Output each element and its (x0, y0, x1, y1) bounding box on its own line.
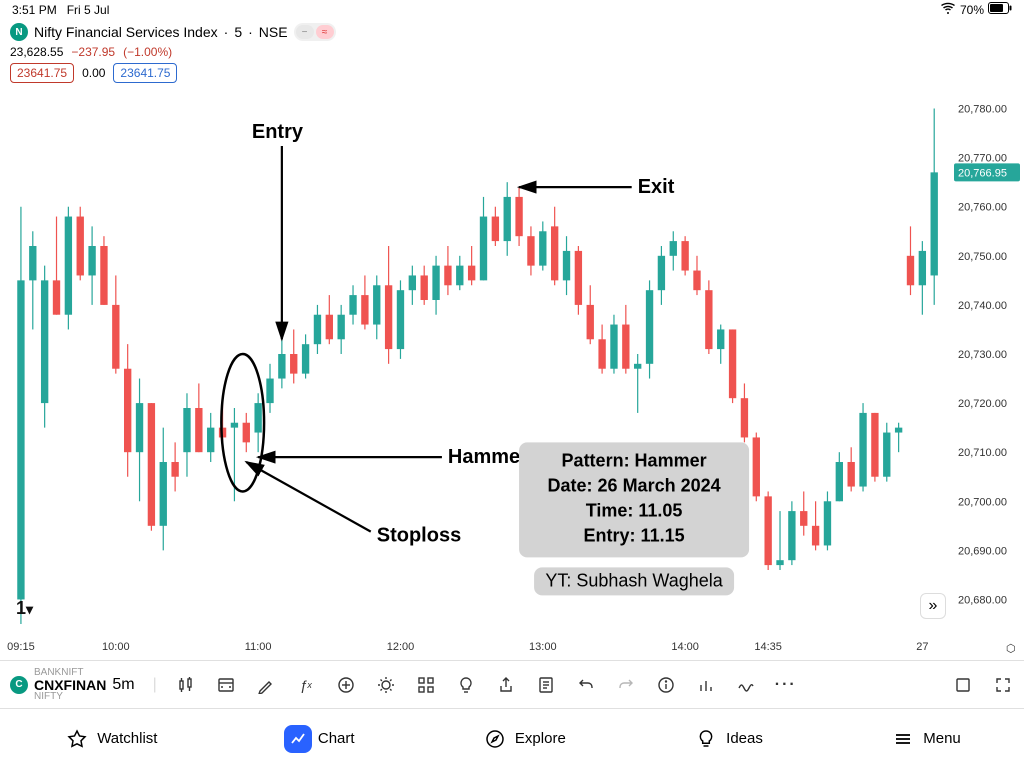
svg-text:1▾: 1▾ (16, 598, 34, 618)
status-date: Fri 5 Jul (67, 3, 110, 17)
svg-text:Hammer: Hammer (448, 446, 528, 468)
active-symbol[interactable]: CNXFINAN (34, 678, 106, 692)
svg-text:20,720.00: 20,720.00 (958, 398, 1007, 410)
template-icon[interactable] (535, 674, 557, 696)
svg-text:20,700.00: 20,700.00 (958, 496, 1007, 508)
interval-label[interactable]: 5 (234, 24, 242, 40)
faded-symbol-2: NIFTY (34, 692, 106, 702)
bulb-icon[interactable] (455, 674, 477, 696)
share-icon[interactable] (495, 674, 517, 696)
svg-text:Time: 11.05: Time: 11.05 (586, 500, 683, 520)
price-change: −237.95 (71, 45, 115, 59)
price-legend: 23,628.55 −237.95 (−1.00%) (0, 45, 1024, 63)
square-icon[interactable] (952, 674, 974, 696)
chart-icon (284, 725, 312, 753)
status-bar: 3:51 PM Fri 5 Jul 70% (0, 0, 1024, 19)
svg-text:20,690.00: 20,690.00 (958, 545, 1007, 557)
svg-text:Entry: Entry (252, 121, 304, 143)
star-icon (63, 725, 91, 753)
symbol-name[interactable]: Nifty Financial Services Index (34, 24, 218, 40)
more-icon[interactable]: ··· (775, 674, 797, 696)
svg-text:20,770.00: 20,770.00 (958, 153, 1007, 165)
svg-text:⬡: ⬡ (1006, 643, 1016, 655)
nav-chart[interactable]: Chart (284, 725, 355, 753)
chart-header: N Nifty Financial Services Index · 5 · N… (0, 19, 1024, 45)
svg-text:Date: 26 March 2024: Date: 26 March 2024 (548, 475, 721, 495)
compass-icon (481, 725, 509, 753)
status-time: 3:51 PM (12, 3, 57, 17)
faded-symbol-1: BANKNIFT (34, 668, 106, 678)
bulb-nav-icon (692, 725, 720, 753)
svg-text:10:00: 10:00 (102, 641, 130, 653)
svg-text:20,766.95: 20,766.95 (958, 167, 1007, 179)
svg-text:Exit: Exit (638, 176, 675, 198)
bars-icon[interactable] (695, 674, 717, 696)
fx-icon[interactable]: ƒx (295, 674, 317, 696)
waves-icon[interactable] (735, 674, 757, 696)
chevron-right-icon: » (929, 597, 938, 615)
nav-ideas[interactable]: Ideas (692, 725, 763, 753)
add-icon[interactable] (335, 674, 357, 696)
candles-icon[interactable] (175, 674, 197, 696)
svg-text:11:00: 11:00 (245, 641, 272, 653)
layout-icon[interactable] (415, 674, 437, 696)
scroll-right-button[interactable]: » (920, 593, 946, 619)
wifi-icon (940, 2, 956, 17)
candlestick-chart[interactable]: 20,680.00 20,690.00 20,700.00 20,710.00 20,7… (0, 78, 1024, 660)
header-toggle[interactable]: − ≈ (294, 23, 336, 41)
undo-icon[interactable] (575, 674, 597, 696)
svg-text:20,780.00: 20,780.00 (958, 104, 1007, 116)
svg-text:14:35: 14:35 (754, 641, 782, 653)
svg-text:Pattern: Hammer: Pattern: Hammer (562, 450, 707, 470)
price-pct: (−1.00%) (123, 45, 172, 59)
fullscreen-icon[interactable] (992, 674, 1014, 696)
sparkle-icon[interactable] (375, 674, 397, 696)
nav-menu[interactable]: Menu (889, 725, 961, 753)
svg-text:14:00: 14:00 (671, 641, 699, 653)
symbol-logo-icon: N (10, 23, 28, 41)
draw-icon[interactable] (255, 674, 277, 696)
interval-selector[interactable]: 5m (112, 676, 134, 694)
svg-text:20,760.00: 20,760.00 (958, 202, 1007, 214)
last-price: 23,628.55 (10, 45, 63, 59)
svg-text:20,750.00: 20,750.00 (958, 251, 1007, 263)
svg-text:20,680.00: 20,680.00 (958, 594, 1007, 606)
info-icon[interactable] (655, 674, 677, 696)
menu-icon (889, 725, 917, 753)
chart-toolbar: C BANKNIFT CNXFINAN NIFTY 5m | ƒx ··· (0, 660, 1024, 708)
svg-text:09:15: 09:15 (7, 641, 35, 653)
svg-text:Stoploss: Stoploss (377, 525, 461, 547)
battery-icon (988, 2, 1012, 17)
date-range-icon[interactable] (215, 674, 237, 696)
svg-text:27: 27 (916, 641, 928, 653)
svg-text:20,740.00: 20,740.00 (958, 300, 1007, 312)
svg-text:YT: Subhash Waghela: YT: Subhash Waghela (545, 570, 723, 590)
nav-watchlist[interactable]: Watchlist (63, 725, 157, 753)
symbol-logo-icon: C (10, 676, 28, 694)
svg-text:20,710.00: 20,710.00 (958, 447, 1007, 459)
exchange-label: NSE (259, 24, 288, 40)
svg-text:20,730.00: 20,730.00 (958, 349, 1007, 361)
svg-text:13:00: 13:00 (529, 641, 557, 653)
svg-text:12:00: 12:00 (387, 641, 415, 653)
battery-pct: 70% (960, 3, 984, 17)
svg-text:Entry: 11.15: Entry: 11.15 (584, 525, 685, 545)
nav-explore[interactable]: Explore (481, 725, 566, 753)
bottom-nav: Watchlist Chart Explore Ideas Menu (0, 708, 1024, 768)
redo-icon[interactable] (615, 674, 637, 696)
